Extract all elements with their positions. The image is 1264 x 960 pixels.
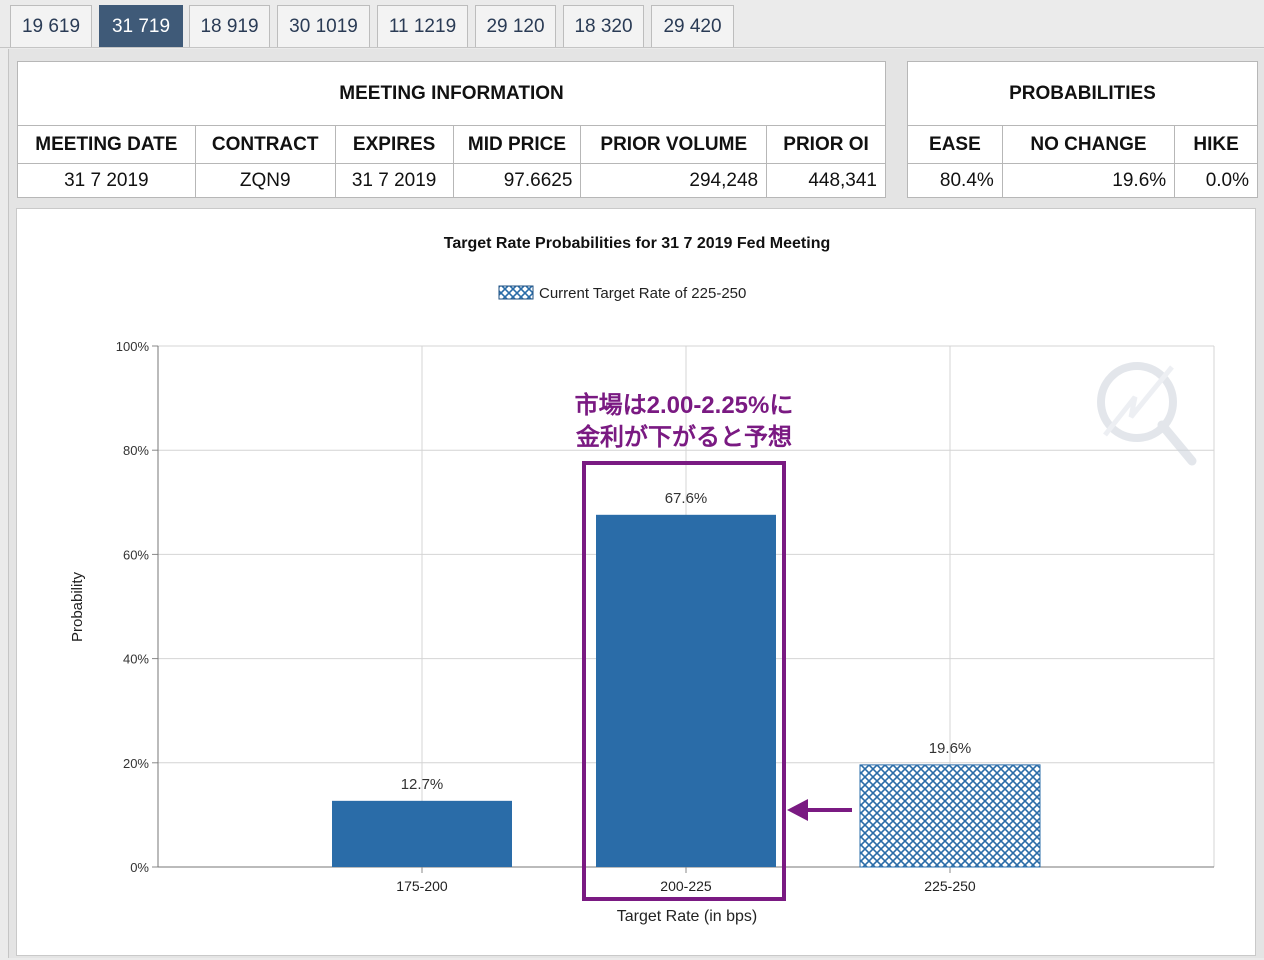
contract-header: CONTRACT — [194, 125, 336, 164]
annotation-highlight-box — [582, 461, 786, 901]
contract-value: ZQN9 — [194, 163, 336, 198]
tab-2[interactable]: 18 919 — [189, 5, 270, 47]
prior-volume-value: 294,248 — [580, 163, 768, 198]
annotation-line-2: 金利が下がると予想 — [575, 423, 792, 451]
bar-225-250 — [859, 764, 1041, 868]
prior-oi-header: PRIOR OI — [766, 125, 886, 164]
tab-3[interactable]: 30 1019 — [277, 5, 370, 47]
x-axis-label: Target Rate (in bps) — [617, 908, 758, 925]
y-tick-label: 20% — [123, 756, 149, 771]
y-axis-label: Probability — [69, 571, 86, 642]
meeting-information-title: MEETING INFORMATION — [17, 61, 886, 126]
tab-4[interactable]: 11 1219 — [377, 5, 468, 47]
bar-175-200 — [332, 800, 512, 867]
chart-title: Target Rate Probabilities for 31 7 2019 … — [444, 235, 830, 252]
ease-value: 80.4% — [907, 163, 1003, 198]
expires-value: 31 7 2019 — [334, 163, 454, 198]
meeting-date-value: 31 7 2019 — [17, 163, 196, 198]
chart-labels: 12.7% 175-200 67.6% 200-225 19.6% 225-250 — [396, 490, 976, 894]
chart-legend: Current Target Rate of 225-250 — [498, 285, 746, 302]
hike-header: HIKE — [1174, 125, 1258, 164]
tab-7[interactable]: 29 420 — [651, 5, 734, 47]
watermark-logo-icon — [1097, 362, 1197, 466]
meeting-information-table: MEETING INFORMATION MEETING DATE CONTRAC… — [17, 61, 886, 198]
y-tick-label: 80% — [123, 443, 149, 458]
tab-divider — [0, 47, 1264, 48]
expires-header: EXPIRES — [334, 125, 454, 164]
probabilities-table: PROBABILITIES EASE NO CHANGE HIKE 80.4% … — [907, 61, 1258, 198]
x-tick-label: 175-200 — [396, 878, 448, 894]
x-tick-label: 200-225 — [660, 878, 712, 894]
y-tick-label: 60% — [123, 547, 149, 562]
meeting-date-header: MEETING DATE — [17, 125, 196, 164]
probabilities-title: PROBABILITIES — [907, 61, 1258, 126]
y-tick-label: 40% — [123, 652, 149, 667]
annotation-arrow-icon — [787, 799, 852, 821]
legend-label: Current Target Rate of 225-250 — [539, 285, 746, 302]
tab-5[interactable]: 29 120 — [475, 5, 556, 47]
no-change-value: 19.6% — [1001, 163, 1176, 198]
y-tick-label: 100% — [116, 339, 150, 354]
annotation: 市場は2.00-2.25%に 金利が下がると予想 — [575, 391, 852, 901]
target-rate-chart: Target Rate Probabilities for 31 7 2019 … — [69, 235, 1215, 925]
prior-volume-header: PRIOR VOLUME — [580, 125, 768, 164]
tab-1[interactable]: 31 719 — [99, 5, 183, 47]
chart-container: Target Rate Probabilities for 31 7 2019 … — [16, 208, 1256, 956]
mid-price-header: MID PRICE — [452, 125, 582, 164]
tab-0[interactable]: 19 619 — [10, 5, 92, 47]
bar-value-label: 12.7% — [401, 776, 444, 793]
bar-200-225 — [596, 514, 776, 867]
tab-6[interactable]: 18 320 — [563, 5, 644, 47]
chart-bars — [332, 514, 1041, 868]
legend-swatch — [498, 285, 534, 300]
no-change-header: NO CHANGE — [1001, 125, 1176, 164]
x-tick-label: 225-250 — [924, 878, 976, 894]
ease-header: EASE — [907, 125, 1003, 164]
hike-value: 0.0% — [1174, 163, 1258, 198]
bar-value-label: 19.6% — [929, 740, 972, 757]
prior-oi-value: 448,341 — [766, 163, 886, 198]
annotation-line-1: 市場は2.00-2.25%に — [575, 391, 794, 419]
y-tick-label: 0% — [130, 860, 149, 875]
bar-value-label: 67.6% — [665, 490, 708, 507]
mid-price-value: 97.6625 — [452, 163, 582, 198]
